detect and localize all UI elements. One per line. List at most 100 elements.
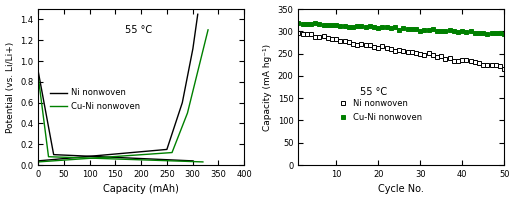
Cu-Ni nonwoven xyxy=(442,30,449,32)
Ni nonwoven xyxy=(417,52,423,55)
Ni nonwoven xyxy=(404,51,410,54)
Ni nonwoven xyxy=(464,59,470,61)
Ni nonwoven xyxy=(501,67,507,70)
Cu-Ni nonwoven xyxy=(476,31,482,34)
Cu-Ni nonwoven xyxy=(371,26,377,28)
Ni nonwoven xyxy=(375,47,381,49)
Ni nonwoven xyxy=(92,155,98,158)
Ni nonwoven xyxy=(36,73,42,75)
X-axis label: Capacity (mAh): Capacity (mAh) xyxy=(103,184,179,194)
Cu-Ni nonwoven xyxy=(447,29,453,31)
Ni nonwoven xyxy=(304,33,310,36)
Cu-Ni nonwoven xyxy=(379,26,385,28)
Ni nonwoven xyxy=(447,57,453,59)
Ni nonwoven xyxy=(489,64,495,67)
Cu-Ni nonwoven xyxy=(39,108,45,111)
Cu-Ni nonwoven xyxy=(425,28,432,31)
Cu-Ni nonwoven xyxy=(404,27,410,30)
Ni nonwoven xyxy=(371,45,377,48)
Ni nonwoven xyxy=(350,43,356,45)
Cu-Ni nonwoven xyxy=(329,24,335,26)
Ni nonwoven xyxy=(295,32,301,34)
Cu-Ni nonwoven xyxy=(497,32,503,35)
Ni nonwoven xyxy=(451,59,457,62)
Cu-Ni nonwoven xyxy=(501,33,507,35)
Cu-Ni nonwoven xyxy=(384,25,390,28)
Y-axis label: Potential (vs. Li/Li+): Potential (vs. Li/Li+) xyxy=(6,41,14,133)
Cu-Ni nonwoven xyxy=(341,25,348,27)
Cu-Ni nonwoven xyxy=(400,27,406,29)
Cu-Ni nonwoven xyxy=(358,24,365,27)
Cu-Ni nonwoven xyxy=(464,30,470,33)
Cu-Ni nonwoven xyxy=(45,153,52,156)
Cu-Ni nonwoven xyxy=(324,24,331,26)
Ni nonwoven xyxy=(312,35,318,38)
Cu-Ni nonwoven xyxy=(137,159,143,161)
Cu-Ni nonwoven xyxy=(459,30,465,32)
Cu-Ni nonwoven xyxy=(489,32,495,34)
Ni nonwoven xyxy=(363,44,369,47)
Ni nonwoven xyxy=(442,57,449,60)
Ni nonwoven xyxy=(413,52,419,54)
Ni nonwoven xyxy=(158,158,164,161)
Text: 55 °C: 55 °C xyxy=(360,87,387,97)
Ni nonwoven xyxy=(35,70,41,73)
Ni nonwoven xyxy=(468,60,474,63)
Cu-Ni nonwoven xyxy=(417,30,423,32)
Cu-Ni nonwoven xyxy=(308,22,314,25)
Cu-Ni nonwoven xyxy=(350,26,356,28)
Ni nonwoven xyxy=(367,44,373,46)
Cu-Ni nonwoven xyxy=(413,28,419,30)
Ni nonwoven xyxy=(396,49,402,52)
Cu-Ni nonwoven xyxy=(35,75,41,78)
Cu-Ni nonwoven xyxy=(299,23,305,25)
Ni nonwoven xyxy=(341,40,348,43)
Ni nonwoven xyxy=(425,52,432,54)
Ni nonwoven xyxy=(480,64,486,66)
Ni nonwoven xyxy=(358,43,365,45)
Cu-Ni nonwoven xyxy=(316,23,322,25)
Legend: Ni nonwoven, Cu-Ni nonwoven: Ni nonwoven, Cu-Ni nonwoven xyxy=(46,85,143,114)
Cu-Ni nonwoven xyxy=(337,25,344,27)
Ni nonwoven xyxy=(320,35,327,37)
Ni nonwoven xyxy=(308,33,314,35)
Ni nonwoven xyxy=(493,63,499,66)
Cu-Ni nonwoven xyxy=(468,30,474,32)
Ni nonwoven xyxy=(388,47,394,50)
Ni nonwoven xyxy=(190,160,196,162)
Ni nonwoven xyxy=(333,38,339,40)
Ni nonwoven xyxy=(379,45,385,47)
Ni nonwoven xyxy=(400,49,406,52)
Cu-Ni nonwoven xyxy=(333,23,339,26)
Line: Ni nonwoven: Ni nonwoven xyxy=(38,71,193,161)
Cu-Ni nonwoven xyxy=(312,22,318,25)
Cu-Ni nonwoven xyxy=(388,27,394,29)
Cu-Ni nonwoven xyxy=(346,25,352,28)
Ni nonwoven xyxy=(87,155,93,157)
Y-axis label: Capacity (mA hg⁻¹): Capacity (mA hg⁻¹) xyxy=(263,43,272,131)
Ni nonwoven xyxy=(384,47,390,49)
Cu-Ni nonwoven xyxy=(409,28,415,30)
Ni nonwoven xyxy=(346,40,352,43)
Cu-Ni nonwoven xyxy=(438,30,444,32)
Legend: Ni nonwoven, Cu-Ni nonwoven: Ni nonwoven, Cu-Ni nonwoven xyxy=(333,96,426,125)
Ni nonwoven xyxy=(329,38,335,41)
Ni nonwoven xyxy=(299,33,305,36)
Cu-Ni nonwoven xyxy=(354,25,360,27)
Cu-Ni nonwoven xyxy=(484,33,490,35)
Cu-Ni nonwoven xyxy=(472,31,478,34)
Ni nonwoven xyxy=(316,36,322,38)
Cu-Ni nonwoven xyxy=(455,30,461,33)
Cu-Ni nonwoven xyxy=(304,23,310,25)
Ni nonwoven xyxy=(409,50,415,53)
Line: Cu-Ni nonwoven: Cu-Ni nonwoven xyxy=(38,77,203,162)
Cu-Ni nonwoven xyxy=(320,24,327,26)
Text: 55 °C: 55 °C xyxy=(125,25,152,35)
Ni nonwoven xyxy=(476,62,482,64)
Ni nonwoven xyxy=(421,53,427,56)
Ni nonwoven xyxy=(472,61,478,64)
Ni nonwoven xyxy=(47,132,53,135)
Cu-Ni nonwoven xyxy=(434,29,440,32)
Cu-Ni nonwoven xyxy=(367,25,373,27)
Cu-Ni nonwoven xyxy=(200,161,206,163)
